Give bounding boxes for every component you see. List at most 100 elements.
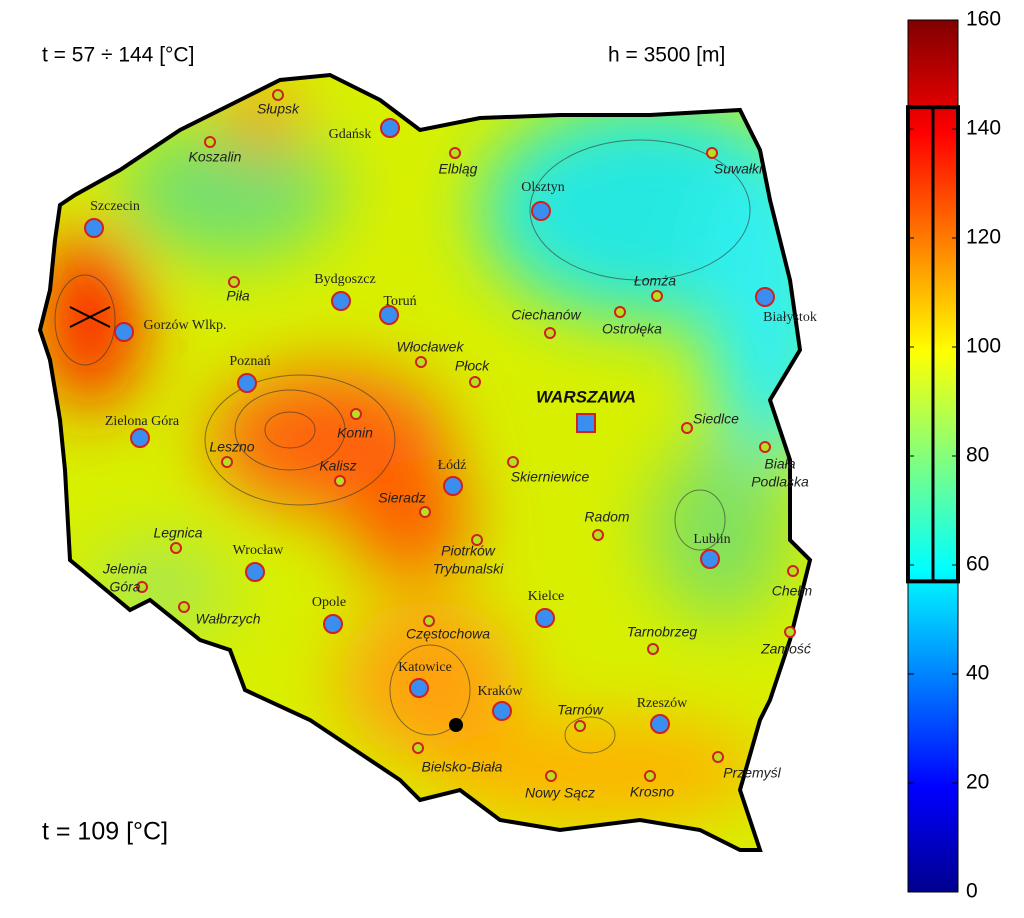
city-label: Suwałki xyxy=(714,161,763,177)
city-label: Płock xyxy=(455,358,490,374)
city-label: Łódź xyxy=(438,458,467,473)
city-label: Katowice xyxy=(398,660,452,675)
town-marker xyxy=(423,615,435,627)
city-label: Bydgoszcz xyxy=(314,272,375,287)
city-marker xyxy=(245,562,265,582)
colorbar-tick-label: 160 xyxy=(966,8,1001,31)
city-label: Rzeszów xyxy=(637,696,688,711)
city-label: Legnica xyxy=(153,525,202,541)
colorbar-tick-label: 0 xyxy=(966,880,978,903)
town-marker xyxy=(681,422,693,434)
city-label: Gdańsk xyxy=(329,127,372,142)
town-marker xyxy=(170,542,182,554)
city-label: Zielona Góra xyxy=(105,414,180,429)
city-label: Częstochowa xyxy=(406,626,490,642)
town-marker xyxy=(614,306,626,318)
city-marker xyxy=(535,608,555,628)
city-label: Wrocław xyxy=(233,543,285,558)
city-label: Białystok xyxy=(763,310,817,325)
city-marker xyxy=(331,291,351,311)
town-marker xyxy=(712,751,724,763)
city-label: Wałbrzych xyxy=(195,611,260,627)
city-label: Ciechanów xyxy=(511,307,581,323)
town-marker xyxy=(644,770,656,782)
capital-marker xyxy=(576,413,596,433)
colorbar-tick-label: 20 xyxy=(966,771,989,794)
town-marker xyxy=(507,456,519,468)
city-label: Siedlce xyxy=(693,411,739,427)
city-label: Szczecin xyxy=(90,199,140,214)
town-marker xyxy=(706,147,718,159)
town-marker xyxy=(178,601,190,613)
city-marker xyxy=(323,614,343,634)
city-label: Podlaska xyxy=(751,474,809,490)
city-label: Lublin xyxy=(693,532,730,547)
town-marker xyxy=(136,581,148,593)
city-marker xyxy=(114,322,134,342)
town-marker xyxy=(759,441,771,453)
city-label: Sieradz xyxy=(378,490,425,506)
city-marker xyxy=(700,549,720,569)
city-label: Toruń xyxy=(383,294,416,309)
town-marker xyxy=(415,356,427,368)
town-marker xyxy=(350,408,362,420)
town-marker xyxy=(787,565,799,577)
city-marker xyxy=(84,218,104,238)
city-label: Gorzów Wlkp. xyxy=(144,318,227,333)
city-marker xyxy=(409,678,429,698)
town-marker xyxy=(419,506,431,518)
city-label: Koszalin xyxy=(189,149,242,165)
city-marker xyxy=(443,476,463,496)
colorbar-tick-label: 80 xyxy=(966,444,989,467)
city-label: Chełm xyxy=(772,583,813,599)
depth-label: h = 3500 [m] xyxy=(608,44,725,67)
dot-marker xyxy=(449,718,463,732)
city-label: WARSZAWA xyxy=(536,387,636,406)
city-label: Ostrołęka xyxy=(602,321,662,337)
city-label: Piotrków xyxy=(441,543,496,559)
city-marker xyxy=(380,118,400,138)
town-marker xyxy=(221,456,233,468)
town-marker xyxy=(784,626,796,638)
city-label: Elbląg xyxy=(439,161,478,177)
city-label: Włocławek xyxy=(397,339,465,355)
city-label: Tarnobrzeg xyxy=(627,624,698,640)
cross-marker xyxy=(69,306,111,328)
city-marker xyxy=(531,201,551,221)
town-marker xyxy=(544,327,556,339)
city-label: Kielce xyxy=(528,589,565,604)
city-marker xyxy=(237,373,257,393)
town-marker xyxy=(449,147,461,159)
city-label: Poznań xyxy=(229,354,270,369)
city-label: Opole xyxy=(312,595,346,610)
city-label: Leszno xyxy=(209,439,254,455)
city-label: Jelenia xyxy=(102,561,148,577)
city-label: Zamość xyxy=(760,641,811,657)
town-marker xyxy=(471,534,483,546)
city-label: Góra xyxy=(109,579,140,595)
town-marker xyxy=(272,89,284,101)
city-label: Bielsko-Biała xyxy=(422,759,503,775)
city-label: Słupsk xyxy=(257,101,300,117)
range-label: t = 57 ÷ 144 [°C] xyxy=(42,44,194,67)
city-label: Biała xyxy=(764,456,795,472)
mean-label: t = 109 [°C] xyxy=(42,818,168,846)
city-marker xyxy=(492,701,512,721)
city-label: Olsztyn xyxy=(521,180,565,195)
city-label: Konin xyxy=(337,425,373,441)
town-marker xyxy=(412,742,424,754)
town-marker xyxy=(469,376,481,388)
colorbar-tick-label: 120 xyxy=(966,226,1001,249)
colorbar-tick-label: 40 xyxy=(966,662,989,685)
town-marker xyxy=(204,136,216,148)
colorbar-tick-label: 60 xyxy=(966,553,989,576)
town-marker xyxy=(651,290,663,302)
town-marker xyxy=(574,720,586,732)
town-marker xyxy=(545,770,557,782)
town-marker xyxy=(647,643,659,655)
city-label: Radom xyxy=(584,509,629,525)
city-label: Przemyśl xyxy=(723,765,781,781)
city-label: Tarnów xyxy=(557,702,603,718)
city-marker xyxy=(650,714,670,734)
